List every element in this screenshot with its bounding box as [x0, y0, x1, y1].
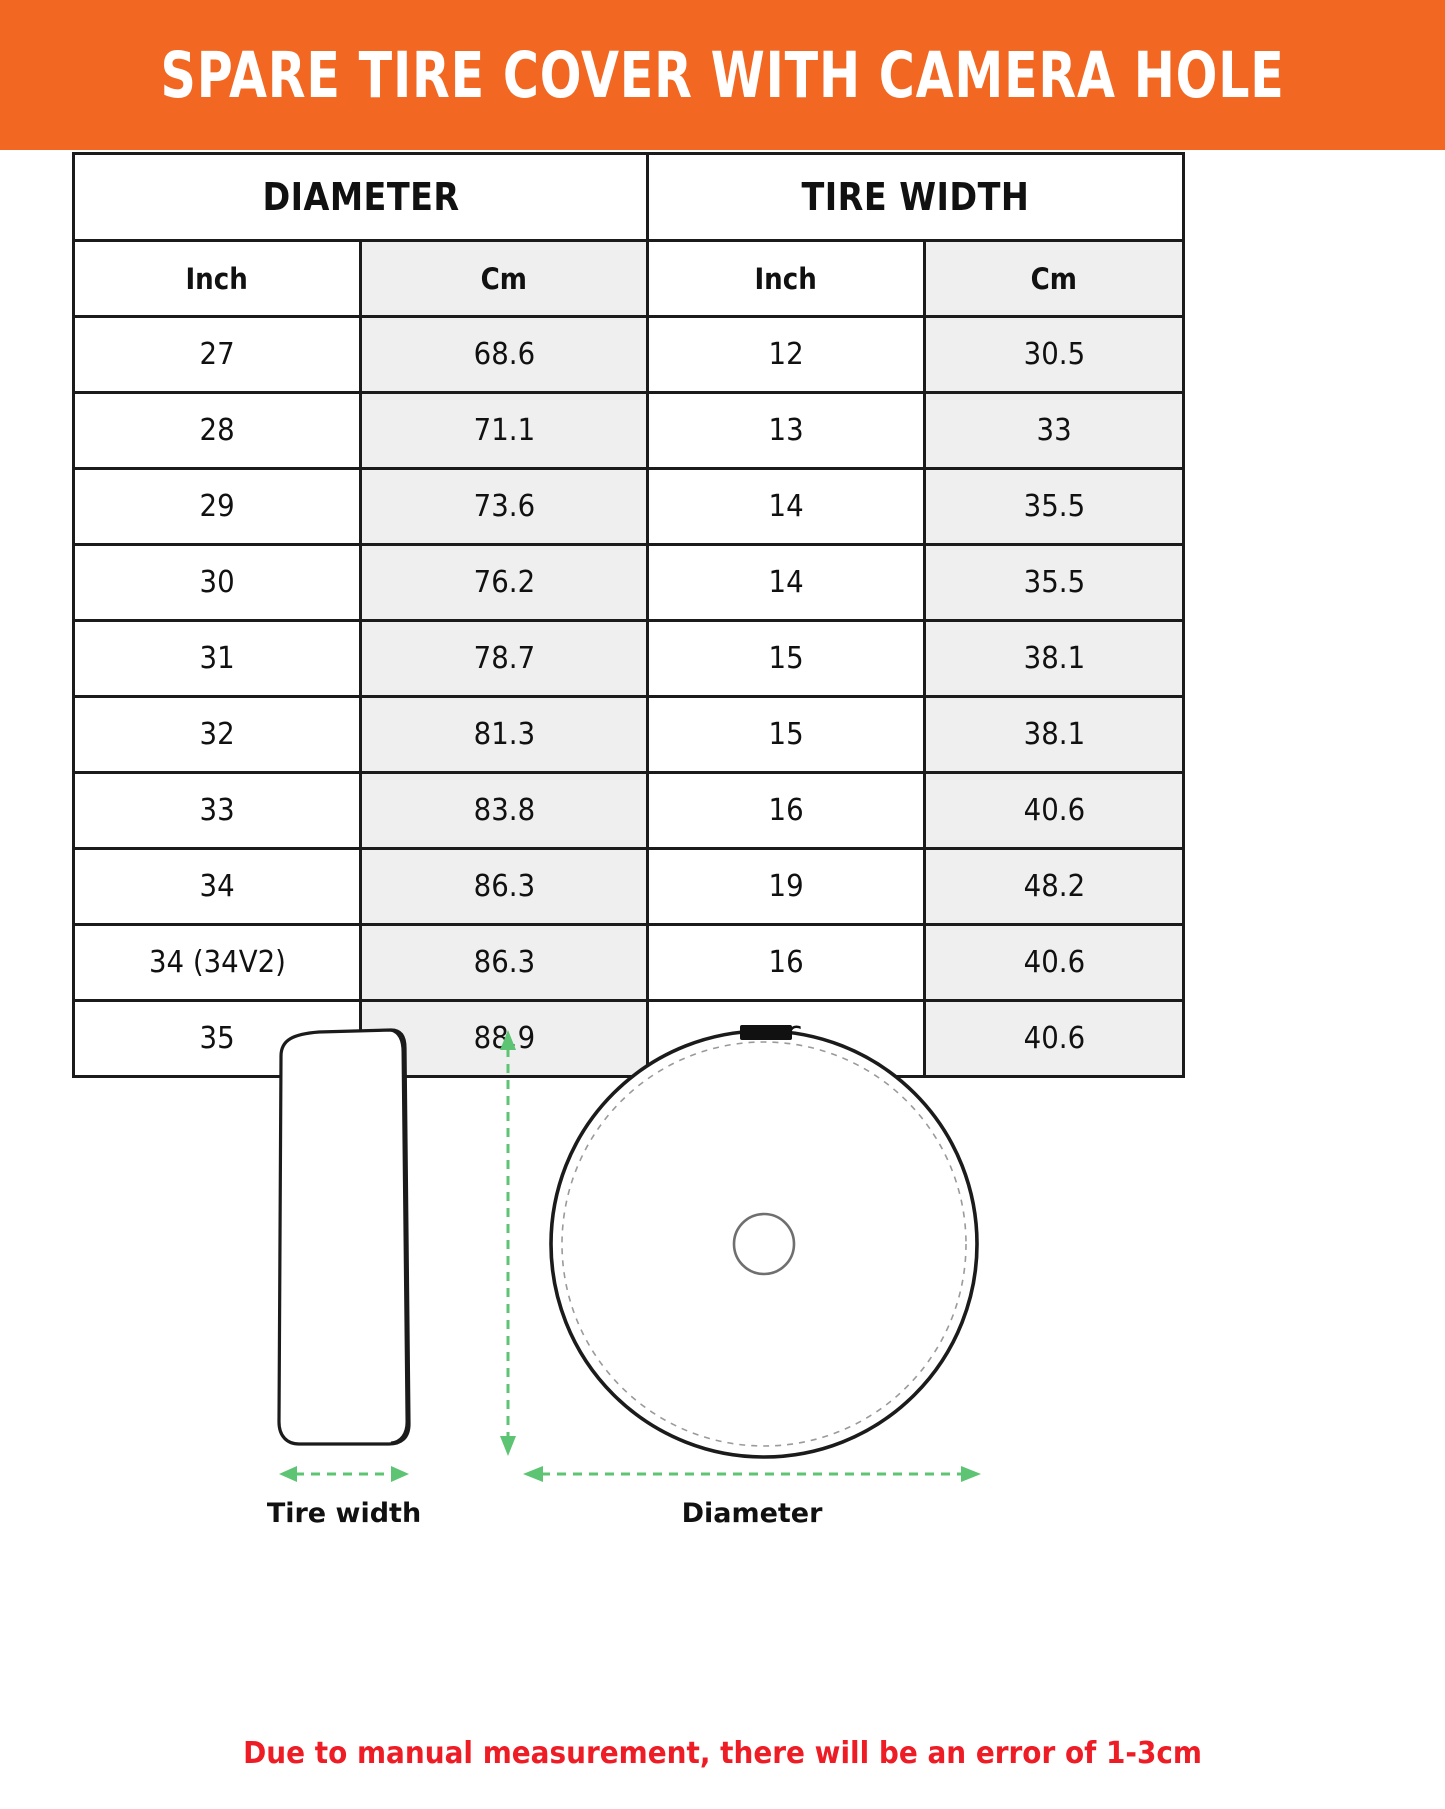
cell-diameter-cm: 83.8	[358, 771, 650, 850]
tire-width-arrow-right-head	[390, 1466, 409, 1482]
cell-width-inch: 19	[646, 847, 927, 926]
cell-diameter-inch: 34 (34V2)	[72, 923, 362, 1002]
cell-diameter-inch: 31	[72, 619, 362, 698]
header-banner: SPARE TIRE COVER WITH CAMERA HOLE	[0, 0, 1445, 150]
cell-diameter-inch: 30	[72, 543, 362, 622]
diameter-arrow-up-head	[499, 1030, 516, 1050]
product-diagram: Tire width Diameter	[0, 1022, 1445, 1582]
cell-diameter-inch: 27	[72, 315, 362, 394]
sub-header-width-inch: Inch	[646, 239, 927, 318]
front-view-inner-dashed-circle	[560, 1041, 967, 1447]
sub-header-diameter-inch-label: Inch	[185, 261, 249, 296]
cell-width-cm: 48.2	[923, 847, 1186, 926]
cell-width-cm: 35.5	[923, 543, 1186, 622]
cell-width-inch: 14	[646, 467, 927, 546]
diameter-arrow-down-head	[499, 1436, 516, 1456]
front-view-illustration	[548, 1025, 979, 1459]
cell-diameter-cm: 71.1	[358, 391, 650, 470]
cell-diameter-inch: 28	[72, 391, 362, 470]
group-header-tire-width-label: TIRE WIDTH	[801, 175, 1030, 219]
cell-diameter-inch: 34	[72, 847, 362, 926]
table-row: 30 76.2 14 35.5	[72, 543, 1186, 622]
cell-diameter-cm: 86.3	[358, 923, 650, 1002]
sub-header-diameter-cm: Cm	[358, 239, 650, 318]
cell-diameter-cm: 68.6	[358, 315, 650, 394]
cell-width-cm: 38.1	[923, 695, 1186, 774]
table-row: 28 71.1 13 33	[72, 391, 1186, 470]
measurement-disclaimer: Due to manual measurement, there will be…	[0, 1736, 1445, 1771]
table-row: 27 68.6 12 30.5	[72, 315, 1186, 394]
tire-width-arrow-left-head	[278, 1466, 297, 1482]
sub-header-width-cm: Cm	[923, 239, 1186, 318]
cell-width-inch: 16	[646, 923, 927, 1002]
diagram-svg: Tire width Diameter	[266, 1025, 981, 1529]
diameter-arrow-right-head	[960, 1466, 981, 1482]
cell-diameter-inch: 32	[72, 695, 362, 774]
tire-width-dimension-arrow	[278, 1466, 409, 1482]
diameter-horizontal-arrow	[522, 1466, 981, 1482]
group-header-tire-width: TIRE WIDTH	[646, 152, 1186, 242]
side-view-illustration	[276, 1028, 411, 1446]
cell-diameter-inch: 29	[72, 467, 362, 546]
size-table-container: DIAMETER TIRE WIDTH Inch Cm Inch Cm 27 6…	[71, 150, 1186, 1078]
cell-width-inch: 13	[646, 391, 927, 470]
table-row: 32 81.3 15 38.1	[72, 695, 1186, 774]
measurement-disclaimer-text: Due to manual measurement, there will be…	[243, 1736, 1202, 1771]
tire-width-label: Tire width	[266, 1498, 420, 1529]
group-header-diameter-label: DIAMETER	[261, 175, 460, 219]
cell-diameter-cm: 86.3	[358, 847, 650, 926]
side-view-edge-line	[390, 1028, 409, 1445]
cell-width-inch: 16	[646, 771, 927, 850]
cell-width-cm: 35.5	[923, 467, 1186, 546]
sub-header-width-inch-label: Inch	[754, 261, 818, 296]
diameter-label: Diameter	[681, 1498, 823, 1529]
cell-width-inch: 15	[646, 695, 927, 774]
sub-header-diameter-cm-label: Cm	[480, 261, 528, 296]
cell-diameter-cm: 76.2	[358, 543, 650, 622]
cell-diameter-inch: 33	[72, 771, 362, 850]
page-title: SPARE TIRE COVER WITH CAMERA HOLE	[160, 38, 1285, 112]
sub-header-diameter-inch: Inch	[72, 239, 362, 318]
cell-width-cm: 40.6	[923, 771, 1186, 850]
cell-diameter-cm: 88.9	[358, 999, 650, 1078]
table-row: 34 (34V2) 86.3 16 40.6	[72, 923, 1186, 1002]
table-sub-header-row: Inch Cm Inch Cm	[72, 239, 1186, 318]
table-group-header-row: DIAMETER TIRE WIDTH	[71, 152, 1186, 242]
cell-diameter-cm: 73.6	[358, 467, 650, 546]
table-row: 34 86.3 19 48.2	[72, 847, 1186, 926]
cell-width-inch: 14	[646, 543, 927, 622]
center-hole-icon	[732, 1212, 795, 1276]
cell-width-cm: 30.5	[923, 315, 1186, 394]
table-row: 31 78.7 15 38.1	[72, 619, 1186, 698]
cell-width-inch: 12	[646, 315, 927, 394]
camera-hole-notch-icon	[739, 1025, 792, 1040]
cell-width-cm: 33	[923, 391, 1186, 470]
diameter-vertical-arrow	[499, 1030, 516, 1456]
cell-width-inch: 15	[646, 619, 927, 698]
size-chart-table: DIAMETER TIRE WIDTH Inch Cm Inch Cm 27 6…	[71, 152, 1186, 1078]
cell-diameter-cm: 81.3	[358, 695, 650, 774]
table-row: 29 73.6 14 35.5	[72, 467, 1186, 546]
cell-width-cm: 40.6	[923, 923, 1186, 1002]
sub-header-width-cm-label: Cm	[1030, 261, 1078, 296]
cell-width-cm: 38.1	[923, 619, 1186, 698]
table-row: 33 83.8 16 40.6	[72, 771, 1186, 850]
cell-width-cm: 40.6	[923, 999, 1186, 1078]
side-view-outline	[276, 1028, 411, 1446]
group-header-diameter: DIAMETER	[71, 152, 650, 242]
diameter-arrow-left-head	[522, 1466, 543, 1482]
cell-diameter-cm: 78.7	[358, 619, 650, 698]
